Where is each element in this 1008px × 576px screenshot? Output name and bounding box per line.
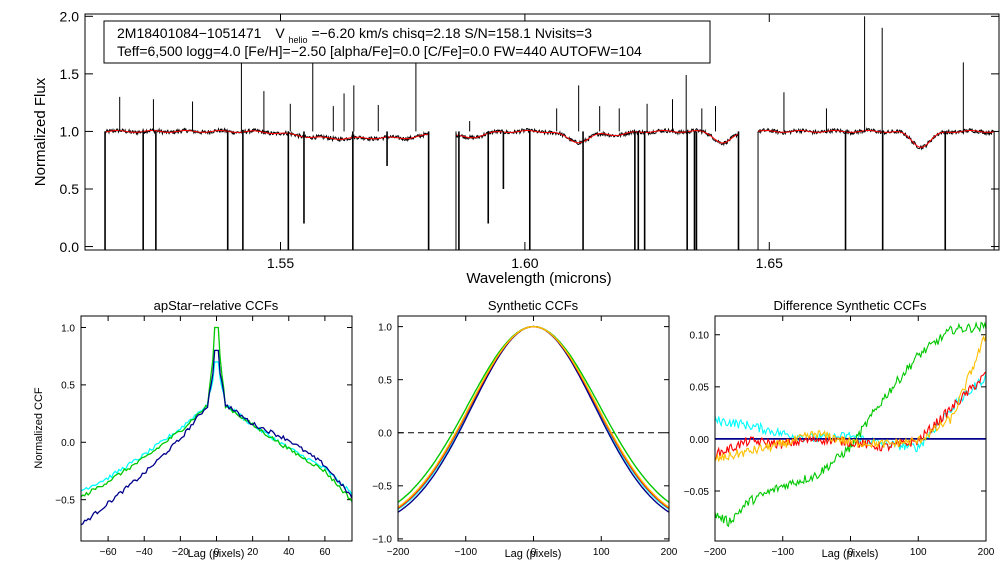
spectrum-xlabel: Wavelength (microns): [466, 270, 611, 287]
x-tick-label: 0: [531, 547, 537, 558]
y-tick-label: 1.0: [60, 124, 80, 140]
y-tick-label: 0.0: [378, 429, 392, 440]
info-box: [103, 20, 711, 64]
x-tick-label: 0: [848, 547, 854, 558]
y-tick-label: 0.0: [60, 239, 80, 255]
apstar-ccf-line: [81, 326, 352, 503]
synthetic-ccf-series: [398, 325, 669, 513]
x-tick-label: 60: [319, 547, 331, 558]
difference-ccf-series: [715, 320, 986, 528]
apstar-ccf-ylabel: Normalized CCF: [33, 387, 45, 469]
synthetic-ccf-line: [398, 325, 669, 508]
apstar-ccf-panel: apStar−relative CCFs −60 −40 −20 0 20 40 60 −0.…: [33, 298, 353, 560]
spectrum-ylabel: Normalized Flux: [32, 77, 49, 186]
y-tick-label: −0.5: [372, 482, 392, 493]
x-tick-label: −40: [136, 547, 153, 558]
x-tick-label: −200: [387, 547, 410, 558]
spectrum-frame: [84, 13, 1000, 251]
spectrum-model-line: [104, 130, 429, 140]
y-tick-label: 0.5: [61, 381, 75, 392]
x-tick-label: −20: [172, 547, 189, 558]
x-tick-label: −200: [704, 547, 727, 558]
x-tick-label: 1.55: [267, 255, 294, 271]
vhelio-label: V: [275, 25, 285, 41]
y-tick-label: 1.5: [60, 66, 80, 82]
spectrum-panel: 1.55 1.60 1.65 0.0 0.5 1.0 1.5 2.0 Normalized F…: [32, 9, 1000, 287]
synthetic-ccf-xlabel: Lag (pixels): [505, 548, 562, 560]
x-tick-label: −100: [454, 547, 477, 558]
apstar-ccf-title: apStar−relative CCFs: [154, 298, 279, 313]
y-tick-label: 0.0: [61, 438, 75, 449]
x-tick-label: −60: [100, 547, 117, 558]
apstar-ccf-ticks: −60 −40 −20 0 20 40 60 −0.5 0.0 0.5 1.0: [55, 316, 352, 558]
spectrum-model-line: [757, 130, 995, 148]
x-tick-label: 100: [593, 547, 610, 558]
difference-ccf-panel: Difference Synthetic CCFs −200 −100 0 100 20…: [684, 298, 995, 560]
x-tick-label: 1.60: [511, 255, 538, 271]
y-tick-label: 0.5: [378, 376, 392, 387]
synthetic-ccf-panel: Synthetic CCFs −200 −100 0 100 200 −1.0 −0.5 0.…: [372, 298, 678, 560]
difference-ccf-title: Difference Synthetic CCFs: [774, 298, 927, 313]
difference-ccf-xlabel: Lag (pixels): [822, 548, 879, 560]
x-tick-label: 0: [214, 547, 220, 558]
spectrum-observed-line: [757, 127, 995, 151]
y-tick-label: −0.5: [55, 496, 75, 507]
difference-ccf-line: [715, 333, 986, 462]
difference-ccf-frame: [714, 315, 987, 542]
x-tick-label: 200: [978, 547, 995, 558]
apstar-ccf-frame: [80, 315, 353, 542]
x-tick-label: 40: [283, 547, 295, 558]
spectrum-ticks: 1.55 1.60 1.65 0.0 0.5 1.0 1.5 2.0: [60, 9, 999, 271]
vhelio-values: =−6.20 km/s chisq=2.18 S/N=158.1 Nvisits…: [311, 25, 592, 41]
y-tick-label: 1.0: [61, 323, 75, 334]
y-tick-label: 1.0: [378, 322, 392, 333]
y-tick-label: 0.05: [690, 383, 710, 394]
y-tick-label: −0.05: [684, 487, 710, 498]
y-tick-label: 2.0: [60, 9, 80, 25]
apstar-ccf-series: [81, 326, 352, 526]
y-tick-label: −1.0: [372, 535, 392, 546]
synthetic-ccf-ticks: −200 −100 0 100 200 −1.0 −0.5 0.0 0.5 1.0: [372, 316, 678, 558]
spectrum-observed-line: [104, 127, 430, 143]
y-tick-label: 0.00: [690, 435, 710, 446]
vhelio-subscript: helio: [289, 35, 308, 45]
synthetic-ccf-frame: [397, 315, 670, 542]
info-line2: Teff=6,500 logg=4.0 [Fe/H]=−2.50 [alpha/…: [117, 43, 642, 59]
y-tick-label: 0.10: [690, 331, 710, 342]
apstar-ccf-xlabel: Lag (pixels): [188, 548, 245, 560]
difference-ccf-line: [715, 320, 986, 528]
x-tick-label: 200: [661, 547, 678, 558]
difference-ccf-ticks: −200 −100 0 100 200 −0.05 0.00 0.05 0.10: [684, 316, 995, 558]
x-tick-label: 1.65: [756, 255, 783, 271]
apstar-ccf-line: [81, 349, 352, 526]
x-tick-label: 100: [910, 547, 927, 558]
y-tick-label: 0.5: [60, 181, 80, 197]
synthetic-ccf-title: Synthetic CCFs: [488, 298, 579, 313]
info-line1: 2M18401084−1051471 V helio =−6.20 km/s c…: [117, 25, 592, 46]
spectrum-series: [104, 16, 995, 250]
star-id: 2M18401084−1051471: [117, 25, 262, 41]
apstar-ccf-line: [81, 361, 352, 497]
x-tick-label: 20: [247, 547, 259, 558]
x-tick-label: −100: [771, 547, 794, 558]
info-annotation: 2M18401084−1051471 V helio =−6.20 km/s c…: [103, 20, 711, 64]
